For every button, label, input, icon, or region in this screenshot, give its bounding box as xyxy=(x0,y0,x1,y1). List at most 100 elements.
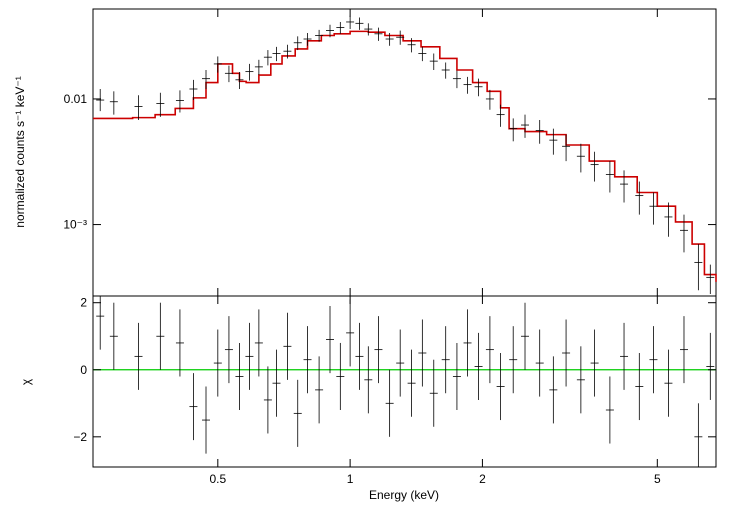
residual-point xyxy=(679,316,688,384)
data-point xyxy=(474,78,483,97)
data-point xyxy=(336,21,345,34)
residual-point xyxy=(706,332,715,400)
residual-point xyxy=(175,309,184,377)
residual-point xyxy=(189,373,198,441)
data-point xyxy=(254,59,263,76)
data-point xyxy=(134,95,143,120)
residual-point xyxy=(263,366,272,434)
model-step-line xyxy=(93,30,717,282)
data-point xyxy=(374,27,383,41)
residual-point xyxy=(385,369,394,437)
residual-point xyxy=(134,322,143,390)
residual-point xyxy=(535,329,544,397)
residual-point xyxy=(326,306,335,374)
data-point xyxy=(664,202,673,237)
y-tick-label: 10⁻³ xyxy=(63,218,87,232)
residual-point xyxy=(521,302,530,370)
data-point xyxy=(441,62,450,79)
data-point xyxy=(202,69,211,89)
data-point xyxy=(509,118,518,142)
data-point xyxy=(224,65,233,83)
residual-point xyxy=(635,353,644,421)
data-point xyxy=(562,134,571,162)
residuals-frame xyxy=(92,295,717,468)
data-point xyxy=(649,192,658,225)
residual-point xyxy=(549,356,558,424)
residual-point xyxy=(213,329,222,397)
residual-point xyxy=(293,379,302,447)
data-point xyxy=(156,92,165,117)
data-point xyxy=(576,143,585,173)
residual-point xyxy=(441,326,450,394)
data-point xyxy=(315,29,324,42)
residual-y-tick-label: 0 xyxy=(80,363,87,377)
residual-point xyxy=(562,319,571,387)
data-point xyxy=(694,244,703,291)
residual-point xyxy=(474,332,483,400)
data-point xyxy=(452,70,461,89)
residual-point xyxy=(303,326,312,394)
residual-point xyxy=(463,309,472,377)
residual-point xyxy=(509,326,518,394)
model-curve xyxy=(93,30,717,282)
data-point xyxy=(605,161,614,193)
data-point xyxy=(293,36,302,51)
residual-point xyxy=(664,349,673,417)
residual-point xyxy=(485,316,494,384)
data-point xyxy=(263,50,272,66)
data-point xyxy=(96,88,105,112)
spectrum-panel: 0.01 10⁻³ normalized counts s⁻¹ keV⁻¹ xyxy=(13,8,717,297)
residual-point xyxy=(336,342,345,410)
spectrum-data xyxy=(96,15,715,295)
residual-y-tick-label: −2 xyxy=(73,430,87,444)
residual-point xyxy=(576,346,585,414)
data-point xyxy=(283,44,292,59)
data-point xyxy=(109,91,118,115)
residual-point xyxy=(452,342,461,410)
data-point xyxy=(706,264,715,295)
residual-y-tick-label: 2 xyxy=(80,296,87,310)
energy-x-ticks: 0.5 1 2 5 xyxy=(209,9,661,486)
residual-point xyxy=(374,316,383,384)
data-point xyxy=(235,71,244,89)
spectrum-y-axis-label: normalized counts s⁻¹ keV⁻¹ xyxy=(13,76,27,227)
residual-point xyxy=(649,326,658,394)
residual-point xyxy=(272,349,281,417)
data-point xyxy=(175,90,184,113)
residual-point xyxy=(202,386,211,454)
residual-point xyxy=(254,309,263,377)
residual-point xyxy=(605,376,614,444)
data-point xyxy=(272,46,281,62)
data-point xyxy=(396,30,405,45)
data-point xyxy=(535,119,544,144)
residual-point xyxy=(396,329,405,397)
residuals-panel: 2 0 −2 0.5 1 2 5 χ Energy (keV) xyxy=(19,9,717,502)
residual-point xyxy=(364,346,373,414)
x-tick-label: 0.5 xyxy=(209,472,226,486)
data-point xyxy=(521,114,530,138)
residual-point xyxy=(283,312,292,380)
x-axis-label: Energy (keV) xyxy=(369,488,439,502)
data-point xyxy=(635,181,644,215)
data-point xyxy=(303,32,312,46)
residual-point xyxy=(694,403,703,467)
data-point xyxy=(463,76,472,94)
residual-point xyxy=(407,349,416,417)
residual-point xyxy=(590,329,599,397)
data-point xyxy=(429,53,438,70)
data-point xyxy=(364,23,373,36)
residual-point xyxy=(224,316,233,384)
data-point xyxy=(326,24,335,38)
data-point xyxy=(620,170,629,203)
x-tick-label: 1 xyxy=(347,472,354,486)
data-point xyxy=(355,17,364,30)
spectrum-frame xyxy=(92,8,717,297)
residual-point xyxy=(235,342,244,410)
data-point xyxy=(679,214,688,253)
residual-point xyxy=(156,302,165,370)
data-point xyxy=(385,32,394,46)
residual-point xyxy=(355,322,364,390)
x-tick-label: 5 xyxy=(654,472,661,486)
residual-point xyxy=(418,319,427,387)
